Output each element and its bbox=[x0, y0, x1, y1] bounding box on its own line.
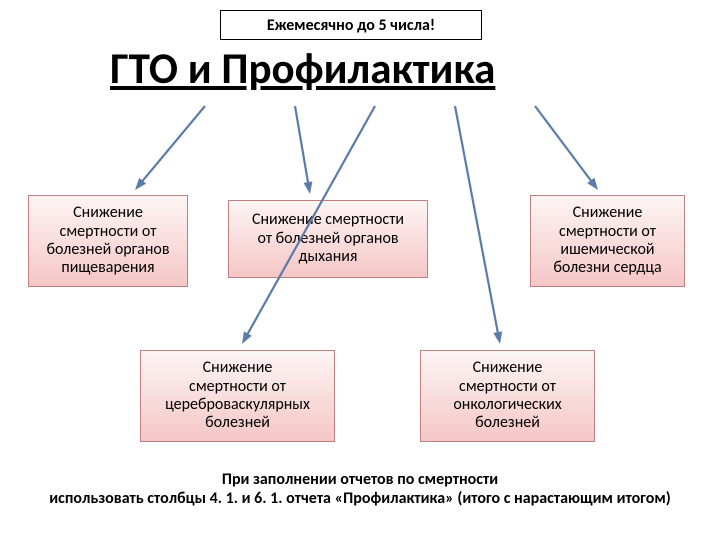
schedule-box: Ежемесячно до 5 числа! bbox=[220, 10, 482, 40]
node-n3: Снижениесмертности отишемическойболезни … bbox=[530, 195, 685, 287]
node-n5: Снижениесмертности отонкологическихболез… bbox=[420, 350, 595, 442]
footer-note: При заполнении отчетов по смертности исп… bbox=[0, 470, 720, 508]
diagram-title: ГТО и Профилактика bbox=[110, 42, 495, 95]
node-n1: Снижениесмертности отболезней органовпищ… bbox=[28, 195, 188, 287]
node-n2: Снижение смертностиот болезней органовды… bbox=[228, 200, 428, 278]
footer-line2: использовать столбцы 4. 1. и 6. 1. отчет… bbox=[0, 489, 720, 508]
diagram-stage: { "type": "flowchart", "canvas": { "widt… bbox=[0, 0, 720, 540]
footer-line1: При заполнении отчетов по смертности bbox=[0, 470, 720, 489]
schedule-label: Ежемесячно до 5 числа! bbox=[267, 16, 435, 35]
node-n4: Снижениесмертности отцереброваскулярныхб… bbox=[140, 350, 335, 442]
